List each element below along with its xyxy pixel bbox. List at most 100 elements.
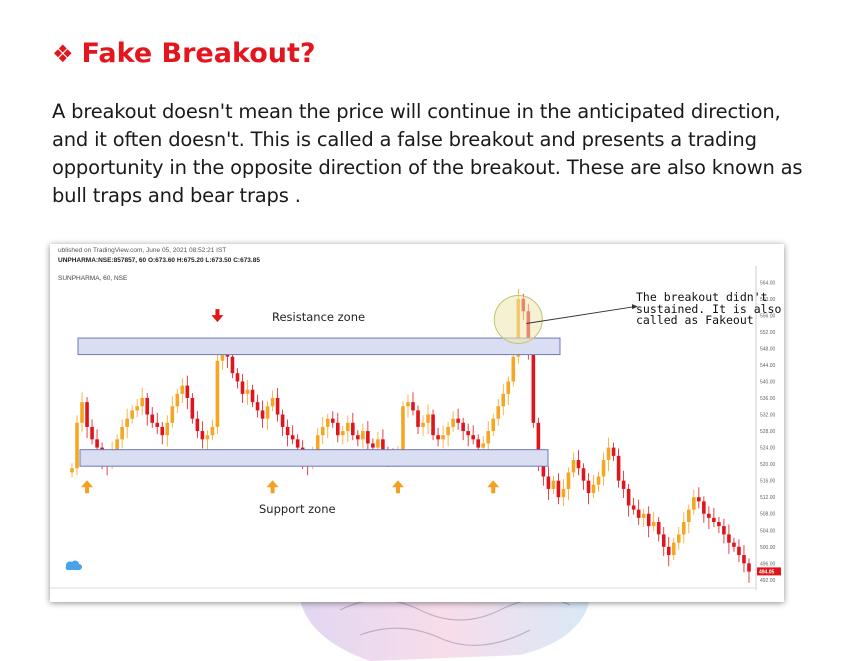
y-tick-label: 528.00	[760, 429, 776, 435]
candle-body	[235, 373, 240, 382]
candle-body	[621, 480, 626, 489]
candle-body	[340, 431, 345, 436]
up-arrow-icon	[487, 480, 500, 494]
candle-body	[601, 460, 606, 477]
candle-body	[411, 402, 415, 411]
candle-body	[371, 443, 375, 448]
candle-body	[330, 418, 335, 423]
candle-body	[406, 402, 410, 407]
y-tick-label: 540.00	[760, 379, 776, 385]
y-tick-label: 492.00	[760, 578, 776, 584]
candle-body	[616, 455, 621, 481]
slide-heading: ❖ Fake Breakout?	[52, 38, 316, 69]
candle-body	[80, 402, 84, 423]
candle-body	[230, 356, 235, 374]
annotation-arrowhead-icon	[632, 304, 638, 310]
y-tick-label: 532.00	[760, 413, 776, 419]
candle-body	[611, 447, 616, 456]
candle-body	[245, 389, 250, 394]
candle-body	[481, 443, 486, 448]
candle-body	[697, 497, 701, 502]
candle-body	[707, 513, 711, 518]
candle-body	[200, 431, 205, 440]
y-tick-label: 524.00	[760, 446, 776, 452]
candle-body	[165, 422, 170, 436]
down-arrow-icon	[211, 309, 224, 323]
candle-body	[175, 393, 180, 407]
candle-body	[180, 385, 185, 394]
candle-body	[461, 422, 465, 432]
support-zone	[79, 449, 549, 467]
candle-body	[210, 426, 215, 436]
annotation-line: sustained. It is also	[636, 301, 782, 316]
candle-body	[456, 418, 460, 423]
candle-body	[446, 426, 450, 436]
candle-body	[150, 414, 155, 423]
candle-body	[260, 410, 265, 419]
candle-body	[205, 435, 210, 440]
candle-body	[145, 398, 150, 415]
candle-body	[646, 513, 651, 527]
candle-body	[631, 505, 636, 510]
up-arrow-icon	[391, 480, 404, 494]
candle-body	[70, 468, 74, 473]
candle-body	[240, 381, 245, 394]
resistance-zone-label: Resistance zone	[272, 310, 366, 324]
y-tick-label: 544.00	[760, 363, 776, 369]
y-tick-label: 496.00	[760, 561, 776, 567]
candle-body	[250, 389, 255, 403]
candle-body	[712, 517, 716, 522]
candle-body	[376, 439, 380, 448]
candle-body	[335, 422, 340, 436]
candle-body	[215, 360, 220, 427]
candle-body	[351, 422, 355, 436]
candle-body	[506, 381, 511, 394]
candle-body	[320, 426, 325, 436]
candle-body	[346, 422, 350, 432]
candle-body	[687, 509, 691, 522]
candle-body	[366, 431, 370, 444]
candle-body	[130, 410, 134, 419]
breakout-highlight-circle	[493, 294, 543, 344]
candle-body	[571, 460, 576, 473]
candle-body	[681, 522, 686, 535]
body-paragraph: A breakout doesn't mean the price will c…	[52, 100, 803, 207]
candlestick-chart: 564.00 560.00 556.00 552.00 548.00 544.00 540.…	[50, 266, 781, 590]
candle-body	[651, 522, 656, 527]
y-tick-label: 508.00	[760, 512, 776, 518]
candle-body	[466, 431, 470, 436]
candle-body	[702, 501, 706, 514]
resistance-zone	[77, 337, 561, 356]
candle-body	[491, 418, 496, 432]
last-price-label: 494.05	[759, 569, 775, 575]
candle-body	[676, 534, 681, 543]
candle-body	[426, 414, 430, 423]
candle-body	[747, 563, 751, 572]
candle-body	[75, 422, 79, 469]
candle-body	[596, 476, 601, 485]
candle-body	[717, 522, 721, 527]
y-tick-label: 548.00	[760, 346, 776, 352]
candle-body	[536, 422, 541, 465]
y-tick-label: 560.00	[760, 297, 776, 303]
candle-body	[727, 534, 731, 543]
y-tick-label: 500.00	[760, 545, 776, 551]
y-tick-label: 504.00	[760, 528, 776, 534]
y-tick-label: 552.00	[760, 330, 776, 336]
candle-body	[356, 435, 360, 440]
candle-body	[737, 546, 741, 556]
candle-body	[170, 406, 175, 423]
y-tick-label: 564.00	[760, 280, 776, 286]
candle-body	[115, 439, 119, 452]
candle-body	[501, 393, 506, 407]
candle-body	[722, 526, 726, 535]
candle-body	[270, 398, 275, 407]
candle-body	[641, 513, 646, 518]
candle-body	[140, 398, 145, 407]
candle-body	[656, 522, 661, 535]
annotation-pointer-line	[526, 306, 633, 324]
candle-body	[95, 439, 99, 448]
candle-body	[551, 480, 556, 489]
candle-body	[451, 418, 455, 427]
y-tick-label: 512.00	[760, 495, 776, 501]
